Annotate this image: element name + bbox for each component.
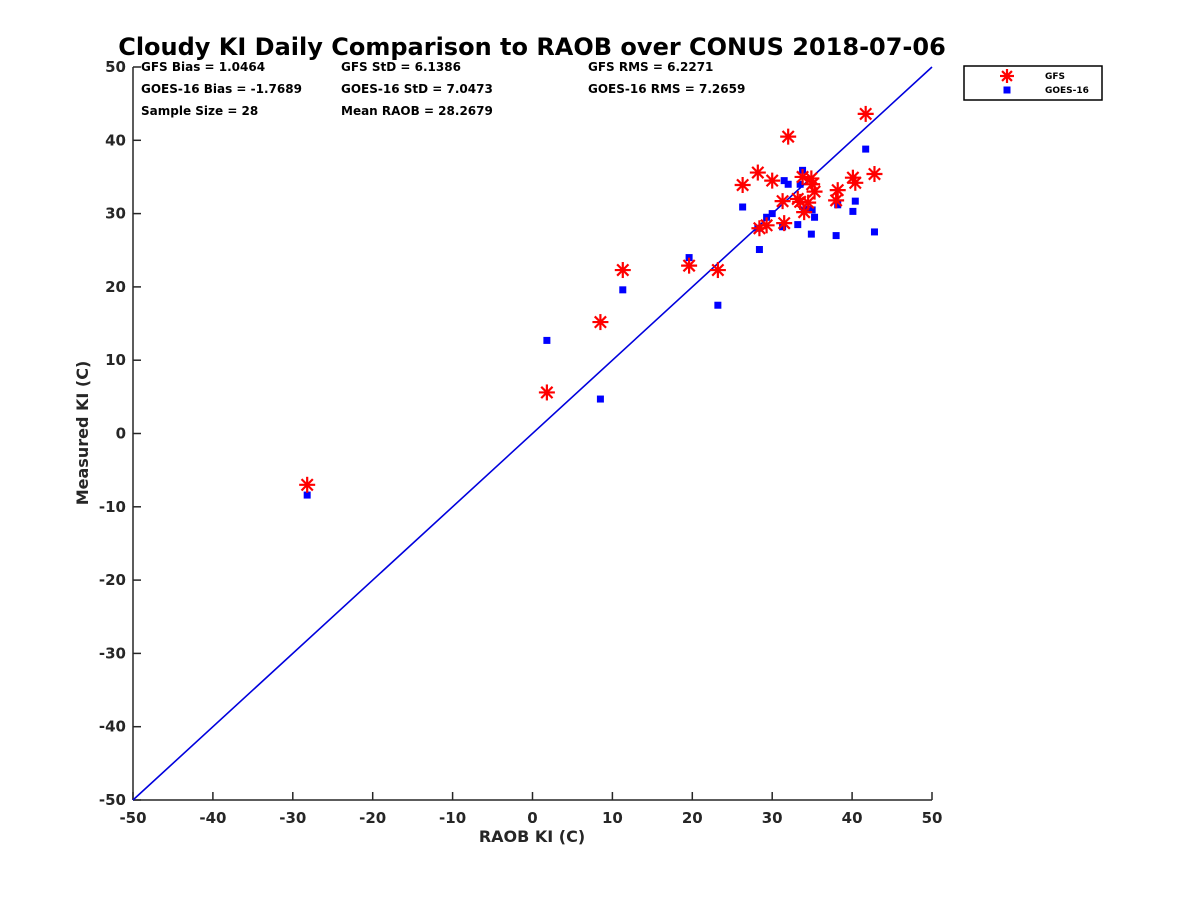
gfs-point	[847, 174, 864, 191]
y-tick-label: -30	[99, 644, 126, 662]
x-tick-label: 40	[842, 809, 863, 827]
x-tick-label: -20	[359, 809, 386, 827]
gfs-point	[764, 172, 781, 189]
gfs-point	[804, 176, 821, 193]
goes-16-point	[303, 491, 311, 499]
goes-16-point	[596, 395, 604, 403]
y-tick-label: 20	[105, 278, 126, 296]
gfs-point	[866, 166, 883, 183]
goes-16-point	[808, 206, 816, 214]
y-tick-label: -10	[99, 498, 126, 516]
gfs-point	[749, 164, 766, 181]
stat-gfs-rms: GFS RMS = 6.2271	[588, 60, 713, 74]
goes-16-point	[862, 145, 870, 153]
plot-area: -50 -40 -30 -20 -10 0 10 20 30 40 50 -50 -40 -30 -20 -1…	[99, 58, 943, 827]
gfs-point	[758, 217, 775, 234]
x-tick-label: 30	[762, 809, 783, 827]
chart-title: Cloudy KI Daily Comparison to RAOB over …	[118, 33, 946, 61]
stat-gfs-bias: GFS Bias = 1.0464	[141, 60, 265, 74]
goes-16-point	[834, 201, 842, 209]
stat-gfs-std: GFS StD = 6.1386	[341, 60, 461, 74]
gfs-point	[806, 183, 823, 200]
x-tick-label: 0	[527, 809, 537, 827]
y-tick-label: -40	[99, 718, 126, 736]
gfs-point	[681, 257, 698, 274]
goes-16-point	[780, 177, 788, 185]
gfs-point	[538, 384, 555, 401]
x-tick-label: -30	[279, 809, 306, 827]
goes-16-point	[807, 230, 815, 238]
x-tick-label: 50	[922, 809, 943, 827]
gfs-point	[592, 314, 609, 331]
goes-16-point	[784, 180, 792, 188]
y-tick-label: 10	[105, 351, 126, 369]
gfs-point	[776, 215, 793, 232]
goes-16-point	[543, 336, 551, 344]
goes-16-point	[832, 232, 840, 240]
gfs-point	[829, 182, 846, 199]
legend-goes-label: GOES-16	[1045, 86, 1089, 96]
legend-box	[963, 65, 1103, 101]
legend-gfs-asterisk	[1000, 69, 1014, 83]
goes-16-point	[779, 223, 787, 231]
x-tick-label: 20	[682, 809, 703, 827]
stat-goes-std: GOES-16 StD = 7.0473	[341, 82, 493, 96]
legend-gfs-marker	[1000, 69, 1014, 83]
goes-16-point	[685, 254, 693, 262]
goes-16-point	[739, 203, 747, 211]
y-tick-label: 40	[105, 131, 126, 149]
gfs-point	[780, 128, 797, 145]
x-tick-label: -50	[119, 809, 146, 827]
x-axis-label: RAOB KI (C)	[479, 827, 585, 846]
y-tick-label: -20	[99, 571, 126, 589]
y-tick-label: -50	[99, 791, 126, 809]
goes-16-point	[796, 180, 804, 188]
goes-16-point	[763, 213, 771, 221]
gfs-point	[774, 193, 791, 210]
legend-gfs-label: GFS	[1045, 72, 1065, 82]
y-tick-label: 30	[105, 205, 126, 223]
stat-sample-size: Sample Size = 28	[141, 104, 258, 118]
goes-16-point	[755, 246, 763, 254]
x-tick-label: 10	[602, 809, 623, 827]
legend: GFS GOES-16	[963, 65, 1103, 101]
stat-goes-rms: GOES-16 RMS = 7.2659	[588, 82, 745, 96]
goes-16-point	[768, 210, 776, 218]
legend-goes-marker	[1003, 86, 1011, 94]
x-tick-label: -40	[199, 809, 226, 827]
gfs-point	[857, 105, 874, 122]
y-tick-label: 50	[105, 58, 126, 76]
gfs-point	[734, 177, 751, 194]
one-to-one-line	[132, 66, 933, 801]
stat-mean-raob: Mean RAOB = 28.2679	[341, 104, 493, 118]
gfs-point	[796, 204, 813, 221]
gfs-point	[614, 262, 631, 279]
goes-16-point	[849, 207, 857, 215]
gfs-point	[709, 262, 726, 279]
goes-16-point	[870, 228, 878, 236]
goes-16-point	[851, 197, 859, 205]
goes-16-point	[811, 213, 819, 221]
goes-16-point	[619, 286, 627, 294]
x-tick-label: -10	[439, 809, 466, 827]
stats-panel: GFS Bias = 1.0464 GFS StD = 6.1386 GFS R…	[141, 60, 745, 118]
gfs-point	[299, 476, 316, 493]
y-tick-label: 0	[116, 425, 126, 443]
goes-16-point	[794, 221, 802, 229]
stat-goes-bias: GOES-16 Bias = -1.7689	[141, 82, 302, 96]
y-axis-label: Measured KI (C)	[73, 361, 92, 506]
goes-16-point	[714, 301, 722, 309]
gfs-point	[828, 192, 845, 209]
legend-goes-square	[1003, 86, 1011, 94]
